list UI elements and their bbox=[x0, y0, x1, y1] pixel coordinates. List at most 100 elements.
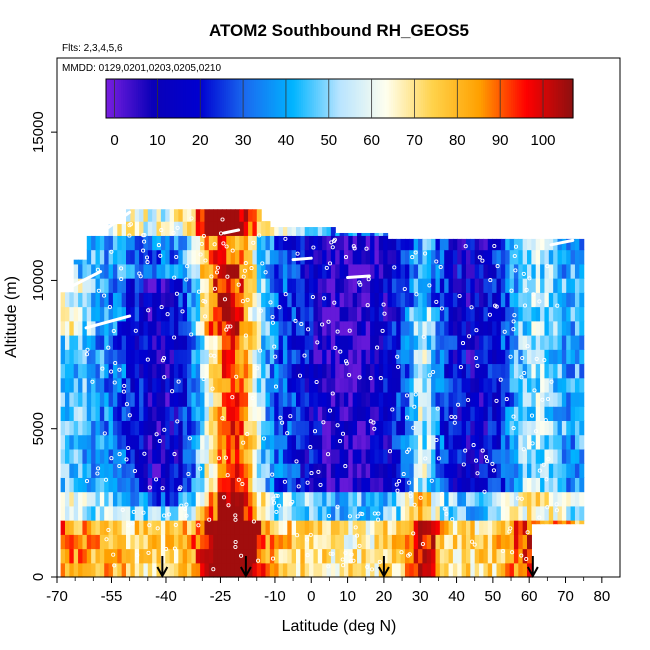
heatmap-cell bbox=[527, 505, 532, 521]
heatmap-cell bbox=[234, 391, 240, 407]
heatmap-cell bbox=[570, 363, 576, 379]
heatmap-cell bbox=[200, 249, 206, 265]
heatmap-cell bbox=[156, 406, 162, 422]
heatmap-cell bbox=[370, 249, 376, 265]
sample-marker bbox=[112, 563, 117, 568]
heatmap-cell bbox=[178, 520, 184, 535]
heatmap-cell bbox=[404, 263, 410, 279]
colorbar-swatch bbox=[193, 79, 197, 118]
heatmap-cell bbox=[143, 491, 149, 507]
heatmap-cell bbox=[208, 306, 214, 322]
heatmap-cell bbox=[99, 391, 105, 407]
heatmap-cell bbox=[256, 448, 262, 464]
colorbar-swatch bbox=[140, 79, 144, 118]
heatmap-cell bbox=[139, 534, 145, 550]
heatmap-cell bbox=[522, 463, 528, 478]
heatmap-cell bbox=[165, 562, 171, 578]
heatmap-cell bbox=[234, 505, 240, 521]
heatmap-cell bbox=[165, 249, 171, 265]
heatmap-cell bbox=[505, 335, 511, 350]
heatmap-cell bbox=[104, 505, 110, 521]
heatmap-cell bbox=[391, 548, 397, 564]
heatmap-cell bbox=[178, 406, 184, 422]
heatmap-cell bbox=[82, 534, 88, 550]
heatmap-cell bbox=[269, 349, 275, 365]
heatmap-cell bbox=[570, 420, 576, 436]
heatmap-cell bbox=[343, 263, 349, 279]
heatmap-cell bbox=[169, 491, 175, 507]
sample-marker bbox=[173, 522, 178, 527]
heatmap-cell bbox=[365, 263, 371, 279]
sample-marker bbox=[282, 479, 287, 484]
x-tick-label: 30 bbox=[412, 588, 429, 605]
sample-marker bbox=[368, 376, 373, 381]
heatmap-cell bbox=[195, 377, 201, 393]
heatmap-cell bbox=[365, 232, 371, 236]
heatmap-cell bbox=[182, 448, 188, 464]
heatmap-cell bbox=[300, 235, 306, 251]
heatmap-cell bbox=[553, 292, 559, 308]
heatmap-cell bbox=[287, 335, 293, 350]
heatmap-cell bbox=[566, 505, 572, 521]
heatmap-cell bbox=[378, 505, 384, 521]
heatmap-cell bbox=[252, 377, 258, 393]
heatmap-cell bbox=[509, 448, 515, 464]
heatmap-cell bbox=[426, 520, 432, 535]
sample-marker bbox=[511, 327, 516, 332]
heatmap-cell bbox=[322, 349, 328, 365]
heatmap-cell bbox=[505, 377, 511, 393]
heatmap-cell bbox=[156, 548, 162, 564]
colorbar-swatch bbox=[176, 79, 180, 118]
sample-marker bbox=[397, 479, 402, 484]
heatmap-cell bbox=[387, 363, 393, 379]
heatmap-cell bbox=[230, 548, 236, 564]
colorbar-swatch bbox=[121, 79, 124, 118]
heatmap-cell bbox=[213, 292, 219, 308]
colorbar-swatch bbox=[127, 79, 131, 118]
heatmap-cell bbox=[365, 235, 371, 251]
heatmap-cell bbox=[335, 249, 341, 265]
heatmap-cell bbox=[191, 477, 197, 493]
heatmap-cell bbox=[243, 249, 249, 265]
heatmap-cell bbox=[243, 406, 249, 422]
sample-marker bbox=[159, 228, 164, 233]
heatmap-cell bbox=[248, 548, 254, 564]
heatmap-cell bbox=[191, 263, 197, 279]
sample-marker bbox=[376, 517, 381, 522]
heatmap-cell bbox=[322, 363, 328, 379]
heatmap-cell bbox=[130, 534, 136, 550]
heatmap-cell bbox=[374, 306, 380, 322]
sample-marker bbox=[511, 414, 516, 419]
heatmap-cell bbox=[217, 335, 223, 350]
heatmap-cell bbox=[383, 434, 389, 450]
x-tick-label: -10 bbox=[264, 588, 286, 605]
heatmap-cell bbox=[117, 363, 123, 379]
heatmap-cell bbox=[156, 491, 162, 507]
heatmap-cell bbox=[99, 406, 105, 422]
heatmap-cell bbox=[213, 320, 219, 336]
heatmap-cell bbox=[339, 477, 345, 493]
heatmap-cell bbox=[452, 306, 458, 322]
heatmap-cell bbox=[522, 349, 528, 365]
heatmap-cell bbox=[400, 263, 406, 279]
heatmap-cell bbox=[540, 463, 546, 478]
heatmap-cell bbox=[261, 221, 267, 236]
heatmap-cell bbox=[431, 335, 437, 350]
colorbar-swatch bbox=[517, 79, 521, 118]
heatmap-cell bbox=[82, 259, 88, 265]
heatmap-cell bbox=[208, 292, 214, 308]
heatmap-cell bbox=[296, 548, 301, 564]
heatmap-cell bbox=[73, 448, 79, 464]
sample-marker bbox=[103, 477, 109, 482]
heatmap-cell bbox=[374, 562, 380, 578]
sample-marker bbox=[421, 334, 426, 339]
sample-marker bbox=[280, 420, 285, 425]
heatmap-cell bbox=[343, 349, 349, 365]
sample-marker bbox=[349, 552, 354, 557]
heatmap-cell bbox=[413, 406, 419, 422]
flight-track-streak bbox=[291, 256, 313, 262]
heatmap-cell bbox=[160, 335, 166, 350]
sample-marker bbox=[457, 293, 462, 299]
heatmap-cell bbox=[173, 406, 179, 422]
heatmap-cell bbox=[544, 463, 550, 478]
